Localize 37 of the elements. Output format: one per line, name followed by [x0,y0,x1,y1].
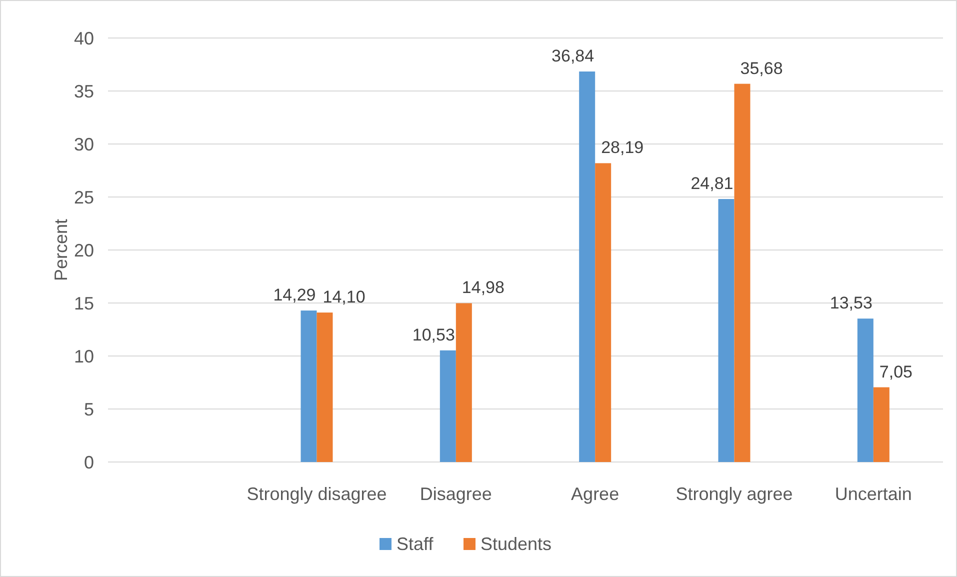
bar [734,84,750,462]
data-label: 36,84 [552,46,594,66]
legend-label: Staff [396,534,434,554]
y-axis-title: Percent [51,218,71,282]
data-label: 24,81 [690,174,734,194]
bar [595,163,612,462]
data-label: 14,98 [462,278,504,298]
bar [456,303,472,462]
y-tick-label: 15 [74,293,94,314]
y-tick-label: 20 [74,240,94,260]
bar [579,71,596,462]
y-tick-label: 30 [74,134,94,154]
x-tick-label: Uncertain [834,484,912,504]
data-label: 10,53 [412,325,455,344]
data-label: 14,29 [273,286,316,305]
y-tick-label: 40 [74,28,94,48]
y-tick-label: 35 [74,81,94,102]
data-label: 28,19 [601,138,644,158]
x-tick-label: Agree [571,484,620,504]
x-tick-label: Strongly disagree [246,484,387,504]
bar [873,387,890,462]
bar [300,310,317,462]
bar [440,350,456,462]
data-label: 14,10 [322,288,366,307]
x-tick-label: Strongly agree [676,484,793,504]
bar [718,199,734,462]
y-tick-label: 0 [84,452,94,472]
legend-label: Students [480,534,552,554]
y-tick-label: 5 [84,399,94,420]
x-tick-label: Disagree [420,484,492,504]
data-label: 13,53 [830,294,872,313]
bar [316,312,333,462]
y-tick-label: 25 [74,187,94,208]
data-label: 7,05 [879,362,913,382]
y-tick-label: 10 [74,346,94,366]
bar [857,318,874,462]
data-label: 35,68 [740,58,783,78]
